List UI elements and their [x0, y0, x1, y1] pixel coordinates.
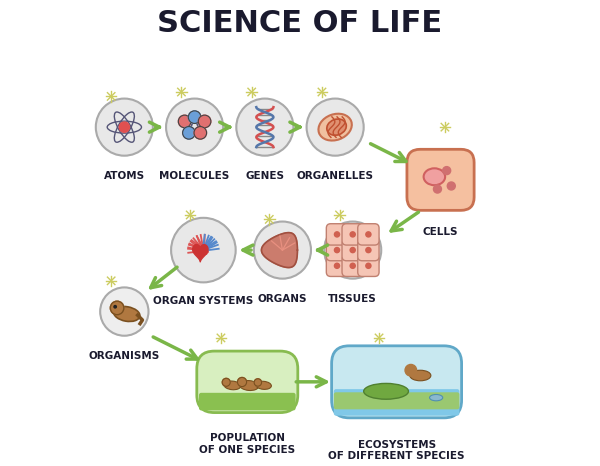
Text: ORGANISMS: ORGANISMS: [89, 351, 160, 361]
FancyBboxPatch shape: [334, 392, 460, 409]
Ellipse shape: [239, 381, 259, 391]
Text: ORGAN SYSTEMS: ORGAN SYSTEMS: [153, 296, 254, 306]
Circle shape: [96, 99, 153, 156]
Ellipse shape: [327, 119, 346, 135]
Circle shape: [222, 378, 230, 386]
Circle shape: [334, 247, 340, 253]
Ellipse shape: [319, 114, 352, 141]
FancyBboxPatch shape: [358, 224, 379, 245]
Circle shape: [405, 364, 416, 376]
Circle shape: [350, 247, 355, 253]
Text: ECOSYSTEMS
OF DIFFERENT SPECIES: ECOSYSTEMS OF DIFFERENT SPECIES: [328, 439, 465, 461]
Polygon shape: [193, 245, 208, 262]
Circle shape: [199, 115, 211, 128]
Text: MOLECULES: MOLECULES: [160, 171, 230, 181]
FancyBboxPatch shape: [342, 255, 364, 276]
Circle shape: [350, 263, 355, 268]
Circle shape: [334, 232, 340, 237]
Circle shape: [433, 185, 442, 193]
Text: ORGANS: ORGANS: [257, 294, 307, 304]
Circle shape: [114, 306, 116, 308]
Circle shape: [307, 99, 364, 156]
Text: ORGANELLES: ORGANELLES: [296, 171, 374, 181]
Text: POPULATION
OF ONE SPECIES: POPULATION OF ONE SPECIES: [199, 433, 295, 455]
Circle shape: [350, 232, 355, 237]
Text: GENES: GENES: [245, 171, 284, 181]
Ellipse shape: [430, 395, 443, 401]
FancyBboxPatch shape: [326, 255, 347, 276]
Text: SCIENCE OF LIFE: SCIENCE OF LIFE: [157, 9, 443, 38]
Circle shape: [166, 99, 223, 156]
Text: CELLS: CELLS: [423, 226, 458, 237]
FancyBboxPatch shape: [342, 240, 364, 261]
Circle shape: [182, 127, 195, 139]
FancyBboxPatch shape: [197, 351, 298, 412]
Circle shape: [447, 182, 455, 190]
Text: TISSUES: TISSUES: [328, 294, 377, 304]
Text: ATOMS: ATOMS: [104, 171, 145, 181]
FancyBboxPatch shape: [199, 393, 296, 411]
Circle shape: [238, 377, 247, 387]
Ellipse shape: [113, 307, 140, 322]
Ellipse shape: [424, 168, 445, 185]
Circle shape: [236, 99, 293, 156]
FancyBboxPatch shape: [326, 224, 347, 245]
FancyBboxPatch shape: [332, 346, 461, 418]
FancyBboxPatch shape: [334, 389, 460, 416]
Ellipse shape: [410, 370, 431, 381]
Circle shape: [334, 263, 340, 268]
Circle shape: [366, 232, 371, 237]
Ellipse shape: [224, 381, 241, 390]
Circle shape: [110, 301, 124, 315]
Circle shape: [254, 379, 262, 386]
Circle shape: [100, 288, 148, 336]
FancyBboxPatch shape: [342, 224, 364, 245]
Circle shape: [188, 111, 201, 123]
Circle shape: [194, 127, 206, 139]
FancyBboxPatch shape: [358, 240, 379, 261]
Circle shape: [324, 221, 381, 279]
Circle shape: [366, 263, 371, 268]
Circle shape: [443, 167, 451, 175]
Circle shape: [178, 115, 191, 128]
Circle shape: [119, 122, 130, 132]
FancyBboxPatch shape: [326, 240, 347, 261]
Circle shape: [254, 221, 311, 279]
Circle shape: [366, 247, 371, 253]
Circle shape: [171, 218, 236, 282]
FancyBboxPatch shape: [407, 149, 474, 210]
Ellipse shape: [364, 384, 409, 399]
Polygon shape: [262, 233, 298, 267]
Ellipse shape: [256, 381, 271, 390]
FancyBboxPatch shape: [358, 255, 379, 276]
